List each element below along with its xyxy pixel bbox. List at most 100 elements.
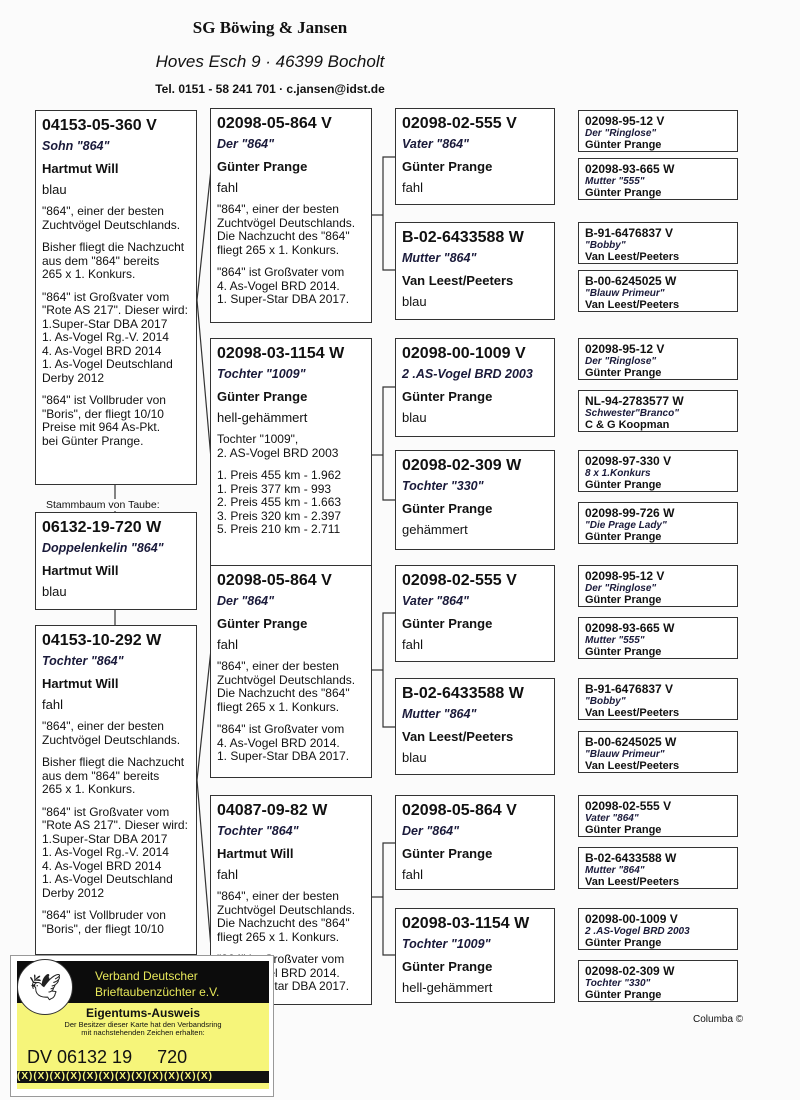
pigeon-color: fahl [402,637,423,652]
note: "864" ist Großvater vom "Rote AS 217". D… [42,289,188,385]
pigeon-name: Vater "864" [585,813,639,824]
note: "864" ist Vollbruder von "Boris", der fl… [42,393,166,448]
note: "864", einer der besten Zuchtvögel Deuts… [42,719,181,747]
breeder: Günter Prange [217,159,308,174]
pigeon-name: Tochter "330" [585,978,651,989]
card-org-line1: Verband Deutscher [95,969,198,983]
pigeon-name: Der "864" [217,594,275,608]
pigeon-card: 02098-02-555 V Vater "864" Günter Prange [578,795,738,837]
note: "864", einer der besten Zuchtvögel Deuts… [217,202,356,257]
pigeon-color: hell-gehämmert [217,410,308,425]
ring-number: 02098-02-309 W [585,964,675,978]
pigeon-card: 02098-05-864 V Der "864" Günter Prange fahl [395,795,555,890]
pigeon-card: 02098-99-726 W "Die Prage Lady" Günter Pra… [578,502,738,544]
pigeon-card: 02098-03-1154 W Tochter "1009" Günter Pran… [210,338,372,573]
pedigree-label: Stammbaum von Taube: [44,499,162,511]
card-pattern-strip: (X)(X)(X)(X)(X)(X)(X)(X)(X)(X)(X)(X) [17,1071,269,1083]
breeder: Van Leest/Peeters [585,707,680,719]
ring-number: 02098-03-1154 W [217,345,345,362]
breeder: Günter Prange [585,937,662,949]
pigeon-card: 02098-95-12 V Der "Ringlose" Günter Prange [578,565,738,607]
pigeon-name: Der "Ringlose" [585,356,657,367]
ring-number: 02098-02-555 V [585,799,672,813]
breeder: Günter Prange [585,479,662,491]
pigeon-card: 02098-95-12 V Der "Ringlose" Günter Prange [578,338,738,380]
pigeon-name: 2 .AS-Vogel BRD 2003 [585,926,690,937]
pigeon-card: 02098-93-665 W Mutter "555" Günter Prange [578,617,738,659]
breeder: Günter Prange [585,594,662,606]
breeder: Günter Prange [402,616,493,631]
pigeon-name: "Blauw Primeur" [585,288,665,299]
pigeon-name: Mutter "555" [585,635,645,646]
ring-number: B-91-6476837 V [585,682,674,696]
breeder: Hartmut Will [42,676,119,691]
pigeon-name: Vater "864" [402,137,469,151]
ring-number: 02098-02-309 W [402,457,522,474]
pigeon-card: B-91-6476837 V "Bobby" Van Leest/Peeters [578,222,738,264]
pigeon-name: Mutter "555" [585,176,645,187]
ring-number: 02098-95-12 V [585,114,665,128]
pigeon-color: gehämmert [402,522,468,537]
note: Tochter "1009", 2. AS-Vogel BRD 2003 [217,432,339,460]
pigeon-card: B-02-6433588 W Mutter "864" Van Leest/Peet… [578,847,738,889]
ring-number: NL-94-2783577 W [585,394,684,408]
ring-number: 02098-05-864 V [217,572,332,589]
pigeon-card: 04087-09-82 W Tochter "864" Hartmut Will fa… [210,795,372,1005]
pigeon-color: fahl [217,180,238,195]
breeder: Hartmut Will [217,846,294,861]
ring-number: B-02-6433588 W [402,229,524,246]
notes: "864", einer der besten Zuchtvögel Deuts… [42,719,190,936]
pigeon-color: blau [42,584,67,599]
dove-icon: 🕊 [17,959,73,1015]
pigeon-name: Der "Ringlose" [585,128,657,139]
breeder: Günter Prange [585,139,662,151]
breeder: Van Leest/Peeters [402,729,514,744]
breeder: Günter Prange [585,187,662,199]
pigeon-name: Tochter "1009" [217,367,306,381]
notes: "864", einer der besten Zuchtvögel Deuts… [217,202,365,307]
ring-number: B-91-6476837 V [585,226,674,240]
pigeon-name: Der "Ringlose" [585,583,657,594]
pigeon-name: Mutter "864" [585,865,645,876]
pigeon-color: fahl [402,867,423,882]
breeder: Günter Prange [402,159,493,174]
pigeon-name: Schwester"Branco" [585,408,679,419]
pigeon-card: 02098-02-555 V Vater "864" Günter Prange fa… [395,565,555,662]
pigeon-color: blau [402,750,427,765]
breeder: Hartmut Will [42,161,119,176]
ring-number: 02098-93-665 W [585,162,675,176]
ring-number: 02098-00-1009 V [402,345,526,362]
pigeon-name: Mutter "864" [402,251,477,265]
pigeon-color: blau [42,182,67,197]
pigeon-color: blau [402,410,427,425]
breeder: C & G Koopman [585,419,670,431]
pigeon-name: Tochter "1009" [402,937,491,951]
pigeon-card: B-02-6433588 W Mutter "864" Van Leest/Peet… [395,222,555,320]
pigeon-card: 02098-02-309 W Tochter "330" Günter Prange [578,960,738,1002]
card-title: Eigentums-Ausweis [85,1006,201,1020]
breeder: Günter Prange [402,389,493,404]
breeder: Günter Prange [402,501,493,516]
pigeon-name: 8 x 1.Konkurs [585,468,651,479]
breeder: Günter Prange [585,367,662,379]
pigeon-card: B-02-6433588 W Mutter "864" Van Leest/Peet… [395,678,555,775]
breeder: Günter Prange [402,846,493,861]
breeder: Van Leest/Peeters [585,299,680,311]
card-subtitle: Der Besitzer dieser Karte hat den Verban… [64,1020,222,1037]
ring-number: 02098-02-555 V [402,572,517,589]
pigeon-color: fahl [42,697,63,712]
breeder: Günter Prange [585,989,662,1001]
ring-number: 02098-93-665 W [585,621,675,635]
ring-number: 02098-95-12 V [585,569,665,583]
loft-name: SG Böwing & Jansen [192,18,348,37]
ring-number: B-02-6433588 W [402,685,524,702]
ring-number: 04153-10-292 W [42,632,162,649]
pigeon-card: NL-94-2783577 W Schwester"Branco" C & G Ko… [578,390,738,432]
pigeon-name: Mutter "864" [402,707,477,721]
notes: "864", einer der besten Zuchtvögel Deuts… [42,204,190,448]
pigeon-name: Der "864" [402,824,460,838]
note: 1. Preis 455 km - 1.962 1. Preis 377 km … [217,468,342,536]
